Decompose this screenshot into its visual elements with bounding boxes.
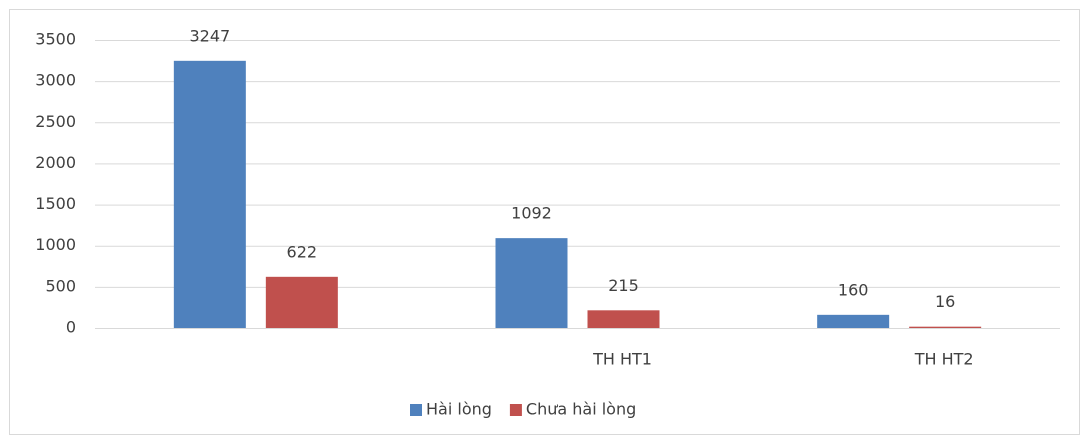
bar [817, 314, 890, 328]
y-tick-label: 2500 [35, 112, 76, 131]
legend-label: Chưa hài lòng [526, 400, 636, 419]
data-label: 215 [608, 276, 639, 295]
bar [495, 238, 568, 328]
data-label: 160 [838, 280, 869, 299]
bar [173, 60, 246, 328]
y-tick-label: 500 [45, 276, 76, 295]
bar [909, 326, 982, 328]
x-tick-label: TH HT1 [592, 350, 652, 369]
legend-swatch [410, 404, 422, 416]
y-tick-label: 0 [66, 318, 76, 337]
x-tick-label: TH HT2 [914, 350, 974, 369]
y-tick-label: 3500 [35, 30, 76, 49]
bar [265, 276, 338, 328]
y-tick-label: 2000 [35, 153, 76, 172]
y-tick-label: 1500 [35, 194, 76, 213]
data-label: 3247 [189, 26, 230, 45]
data-label: 622 [287, 242, 318, 261]
data-label: 1092 [511, 204, 552, 223]
bar [587, 310, 660, 328]
y-tick-label: 3000 [35, 71, 76, 90]
legend-swatch [509, 404, 522, 416]
data-label: 16 [935, 292, 955, 311]
y-tick-label: 1000 [35, 235, 76, 254]
legend-label: Hài lòng [426, 400, 492, 419]
